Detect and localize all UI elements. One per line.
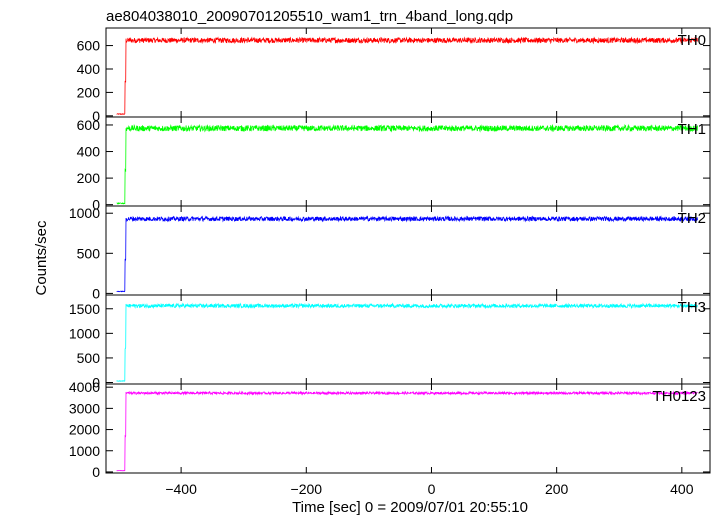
y-tick-label: 500 xyxy=(77,245,101,261)
y-tick-label: 0 xyxy=(92,197,100,213)
y-tick-label: 200 xyxy=(77,170,101,186)
y-tick-label: 600 xyxy=(77,38,101,54)
y-tick-label: 1000 xyxy=(69,325,100,341)
panel-th3: 0 500 1000 1500 TH3 xyxy=(69,294,711,391)
x-axis-label: Time [sec] 0 = 2009/07/01 20:55:10 xyxy=(292,499,528,516)
y-tick-label: 3000 xyxy=(69,400,100,416)
y-tick-label: 400 xyxy=(77,144,101,160)
y-tick-label: 400 xyxy=(77,61,101,77)
y-tick-label: 1000 xyxy=(69,205,100,221)
series-line-th3 xyxy=(116,302,698,383)
x-tick-label: −400 xyxy=(165,481,197,497)
y-tick-label: 1500 xyxy=(69,301,100,317)
y-tick-label: 600 xyxy=(77,117,101,133)
x-tick-label: 0 xyxy=(428,481,436,497)
panel-frame xyxy=(105,294,711,385)
x-axis: −400 −200 0 200 400 xyxy=(165,481,693,497)
series-label: TH0123 xyxy=(653,388,706,405)
x-tick-label: −200 xyxy=(291,481,323,497)
series-line-th1 xyxy=(116,123,698,205)
y-tick-label: 0 xyxy=(92,375,100,391)
x-tick-label: 400 xyxy=(670,481,694,497)
series-line-th0 xyxy=(116,36,698,116)
panel-th0: 0 200 400 600 TH0 xyxy=(77,27,711,124)
series-label: TH2 xyxy=(678,210,706,227)
series-line-th0123 xyxy=(116,390,698,472)
panel-th0123: 0 1000 2000 3000 4000 TH0123 xyxy=(69,379,711,480)
y-tick-label: 0 xyxy=(92,108,100,124)
y-tick-label: 2000 xyxy=(69,422,100,438)
x-tick-label: 200 xyxy=(545,481,569,497)
series-label: TH0 xyxy=(678,32,706,49)
y-tick-label: 4000 xyxy=(69,379,100,395)
y-axis-label: Counts/sec xyxy=(33,220,50,296)
series-label: TH1 xyxy=(678,121,706,138)
chart-title: ae804038010_20090701205510_wam1_trn_4ban… xyxy=(106,8,513,25)
panel-th1: 0 200 400 600 TH1 xyxy=(77,116,711,213)
y-tick-label: 200 xyxy=(77,84,101,100)
panel-th2: 0 500 1000 TH2 xyxy=(69,205,711,301)
panel-frame xyxy=(105,383,711,474)
series-label: TH3 xyxy=(678,299,706,316)
panels: 0 200 400 600 TH0 0 200 400 600 TH1 0 500 1000 TH2 0 50… xyxy=(69,27,711,480)
y-tick-label: 500 xyxy=(77,350,101,366)
series-line-th2 xyxy=(116,215,698,293)
y-tick-label: 0 xyxy=(92,464,100,480)
y-tick-label: 1000 xyxy=(69,443,100,459)
y-tick-label: 0 xyxy=(92,285,100,301)
